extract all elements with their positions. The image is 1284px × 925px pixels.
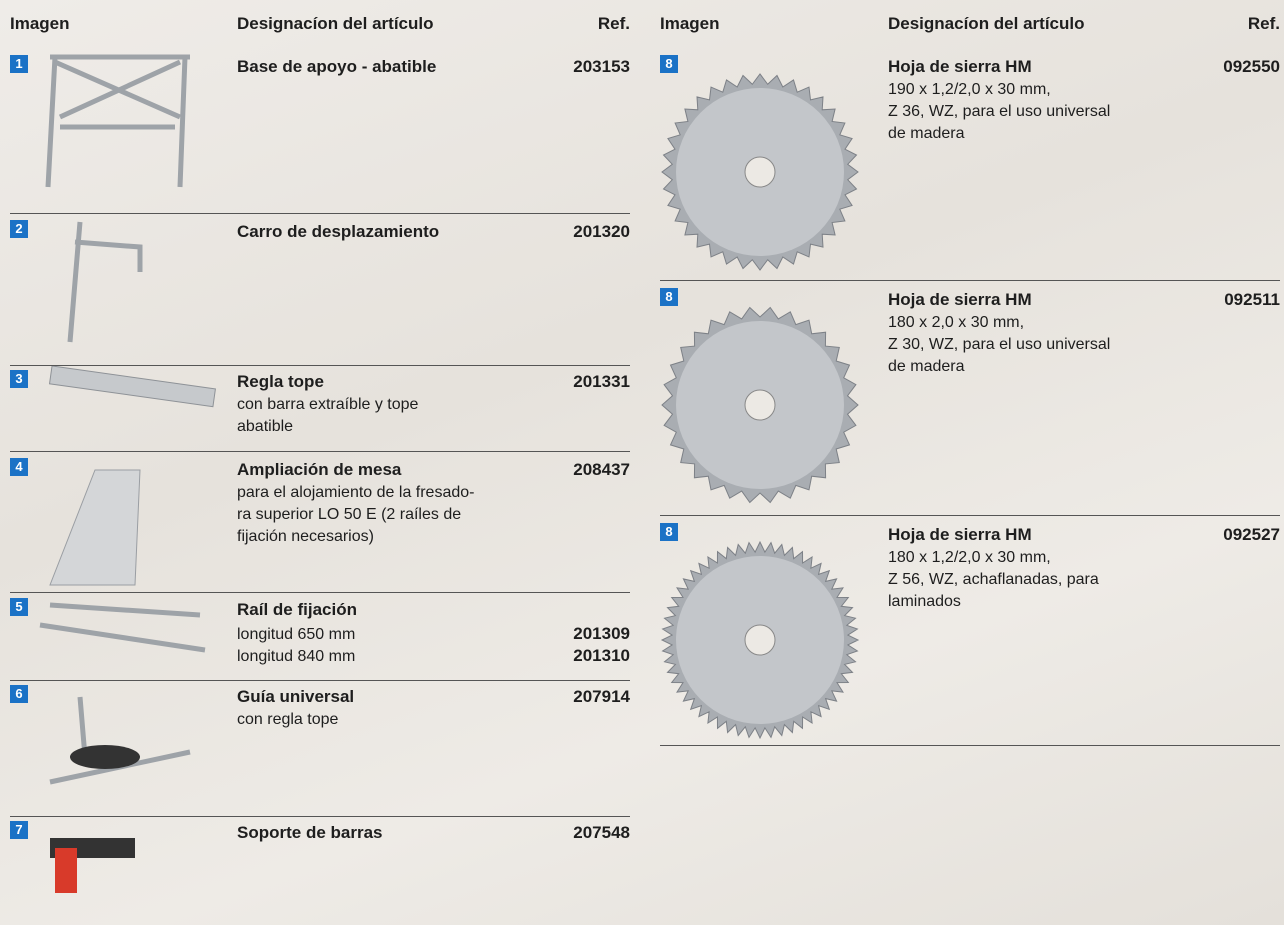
separator bbox=[10, 592, 630, 593]
item-description: 180 x 1,2/2,0 x 30 mm, bbox=[888, 549, 1051, 566]
guide bbox=[49, 696, 191, 785]
item-ref: 208437 bbox=[573, 460, 630, 479]
variant-ref: 201309 bbox=[573, 624, 630, 643]
item-name: Carro de desplazamiento bbox=[237, 222, 440, 241]
item-number: 3 bbox=[10, 370, 28, 388]
column-header: Designacíon del artículo bbox=[237, 14, 434, 33]
item-number: 7 bbox=[10, 821, 28, 839]
column-header: Ref. bbox=[1247, 14, 1280, 33]
item-description: ra superior LO 50 E (2 raíles de bbox=[237, 506, 462, 523]
item-ref: 092550 bbox=[1223, 57, 1280, 76]
item-description: fijación necesarios) bbox=[237, 528, 374, 545]
item-ref: 207548 bbox=[573, 823, 630, 842]
separator bbox=[660, 745, 1280, 746]
saw-hole bbox=[744, 156, 776, 188]
variant-ref: 201310 bbox=[573, 646, 630, 665]
item-number: 8 bbox=[660, 523, 678, 541]
stand bbox=[45, 54, 190, 188]
item-description: Z 30, WZ, para el uso universal bbox=[888, 336, 1111, 353]
item-description: Z 36, WZ, para el uso universal bbox=[888, 103, 1111, 120]
bar-support-clamp bbox=[55, 848, 77, 893]
item-ref: 201331 bbox=[573, 372, 630, 391]
item-description: Z 56, WZ, achaflanadas, para bbox=[888, 571, 1099, 588]
item-description: con regla tope bbox=[237, 711, 339, 728]
item-number: 8 bbox=[660, 55, 678, 73]
item-description: laminados bbox=[888, 593, 961, 610]
variant-text: longitud 840 mm bbox=[237, 648, 356, 665]
item-ref: 203153 bbox=[573, 57, 630, 76]
column-header: Designacíon del artículo bbox=[888, 14, 1085, 33]
item-number: 6 bbox=[10, 685, 28, 703]
item-name: Base de apoyo - abatible bbox=[237, 57, 437, 76]
item-number: 8 bbox=[660, 288, 678, 306]
column-header: Ref. bbox=[597, 14, 630, 33]
item-ref: 207914 bbox=[573, 687, 630, 706]
item-description: con barra extraíble y tope bbox=[237, 396, 419, 413]
item-name: Ampliación de mesa bbox=[237, 460, 402, 479]
separator bbox=[10, 816, 630, 817]
item-number: 1 bbox=[10, 55, 28, 73]
fence bbox=[48, 365, 216, 408]
saw-hole bbox=[744, 389, 776, 421]
item-name: Hoja de sierra HM bbox=[888, 57, 1032, 76]
separator bbox=[10, 451, 630, 452]
variant-text: longitud 650 mm bbox=[237, 626, 356, 643]
separator bbox=[660, 515, 1280, 516]
item-name: Regla tope bbox=[237, 372, 324, 391]
separator bbox=[660, 280, 1280, 281]
item-description: para el alojamiento de la fresado- bbox=[237, 484, 475, 501]
table-extension bbox=[49, 469, 141, 586]
item-description: de madera bbox=[888, 125, 965, 142]
item-name: Guía universal bbox=[237, 687, 355, 706]
item-description: 190 x 1,2/2,0 x 30 mm, bbox=[888, 81, 1051, 98]
item-name: Raíl de fijación bbox=[237, 600, 357, 619]
separator bbox=[10, 213, 630, 214]
item-name: Soporte de barras bbox=[237, 823, 383, 842]
carriage bbox=[67, 221, 143, 343]
item-description: de madera bbox=[888, 358, 965, 375]
separator bbox=[10, 365, 630, 366]
item-name: Hoja de sierra HM bbox=[888, 525, 1032, 544]
rails bbox=[39, 602, 206, 653]
saw-hole bbox=[744, 624, 776, 656]
item-ref: 092511 bbox=[1224, 290, 1280, 309]
item-number: 5 bbox=[10, 598, 28, 616]
item-description: 180 x 2,0 x 30 mm, bbox=[888, 314, 1025, 331]
item-name: Hoja de sierra HM bbox=[888, 290, 1032, 309]
item-number: 2 bbox=[10, 220, 28, 238]
item-ref: 201320 bbox=[573, 222, 630, 241]
separator bbox=[10, 680, 630, 681]
column-header: Imagen bbox=[10, 14, 70, 33]
item-ref: 092527 bbox=[1223, 525, 1280, 544]
item-description: abatible bbox=[237, 418, 294, 435]
column-header: Imagen bbox=[660, 14, 720, 33]
item-number: 4 bbox=[10, 458, 28, 476]
guide-base bbox=[70, 745, 140, 769]
